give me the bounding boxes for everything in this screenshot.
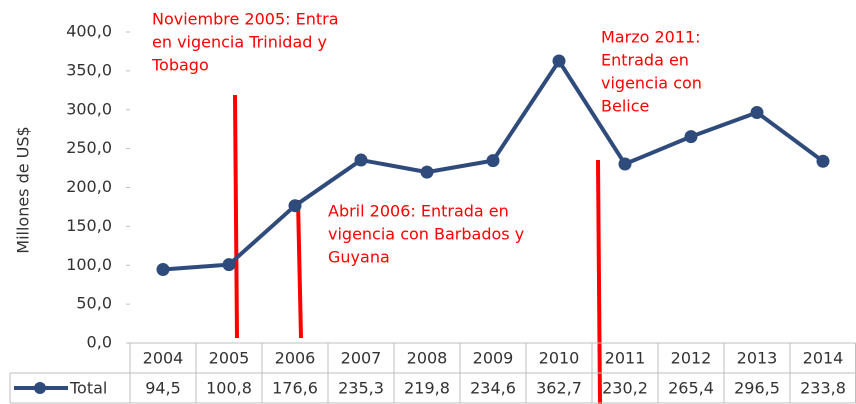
- y-tick-label: 0,0: [87, 333, 112, 352]
- data-point: [816, 154, 830, 168]
- y-tick-label: 300,0: [66, 99, 112, 118]
- annotation: vigencia con Barbados y: [328, 225, 524, 244]
- annotation-line: [296, 199, 303, 339]
- annotation: Entrada en: [601, 51, 689, 70]
- table-value: 176,6: [272, 379, 318, 398]
- table-value: 100,8: [206, 379, 252, 398]
- x-tick-label: 2006: [275, 349, 316, 368]
- annotation: Noviembre 2005: Entra: [152, 10, 339, 29]
- annotation: Abril 2006: Entrada en: [328, 202, 509, 221]
- y-tick-label: 100,0: [66, 255, 112, 274]
- y-axis-label: Millones de US$: [14, 126, 33, 253]
- x-tick-label: 2012: [671, 349, 712, 368]
- data-point: [684, 130, 698, 144]
- annotation: Marzo 2011:: [601, 28, 701, 47]
- annotation-line: [596, 159, 602, 404]
- annotation: Tobago: [151, 56, 209, 75]
- table-value: 230,2: [602, 379, 648, 398]
- table-value: 219,8: [404, 379, 450, 398]
- y-tick-label: 350,0: [66, 60, 112, 79]
- y-tick-label: 250,0: [66, 138, 112, 157]
- table-value: 362,7: [536, 379, 582, 398]
- y-tick-label: 150,0: [66, 216, 112, 235]
- table-value: 265,4: [668, 379, 714, 398]
- x-tick-label: 2004: [143, 349, 184, 368]
- data-point: [486, 154, 500, 168]
- x-tick-label: 2014: [803, 349, 844, 368]
- table-value: 233,8: [800, 379, 846, 398]
- annotation-line: [233, 94, 239, 339]
- legend-label: Total: [69, 379, 107, 398]
- x-tick-label: 2008: [407, 349, 448, 368]
- x-tick-label: 2013: [737, 349, 778, 368]
- legend-marker: [34, 382, 46, 394]
- annotation: Guyana: [328, 248, 390, 267]
- x-tick-label: 2005: [209, 349, 250, 368]
- data-point: [156, 263, 170, 277]
- data-point: [420, 165, 434, 179]
- data-point: [618, 157, 632, 171]
- data-point: [354, 153, 368, 167]
- x-tick-label: 2009: [473, 349, 514, 368]
- data-point: [222, 258, 236, 272]
- data-point: [750, 105, 764, 119]
- y-tick-label: 400,0: [66, 22, 112, 41]
- table-value: 234,6: [470, 379, 516, 398]
- table-value: 235,3: [338, 379, 384, 398]
- table-value: 94,5: [145, 379, 181, 398]
- annotation: Belice: [601, 97, 649, 116]
- table-value: 296,5: [734, 379, 780, 398]
- annotation: vigencia con: [601, 74, 702, 93]
- y-tick-label: 200,0: [66, 177, 112, 196]
- x-tick-label: 2010: [539, 349, 580, 368]
- annotation: en vigencia Trinidad y: [152, 33, 327, 52]
- y-tick-label: 50,0: [76, 294, 112, 313]
- data-point: [552, 54, 566, 68]
- annotation-lines: [233, 94, 602, 404]
- x-tick-label: 2011: [605, 349, 646, 368]
- data-point: [288, 199, 302, 213]
- x-tick-label: 2007: [341, 349, 382, 368]
